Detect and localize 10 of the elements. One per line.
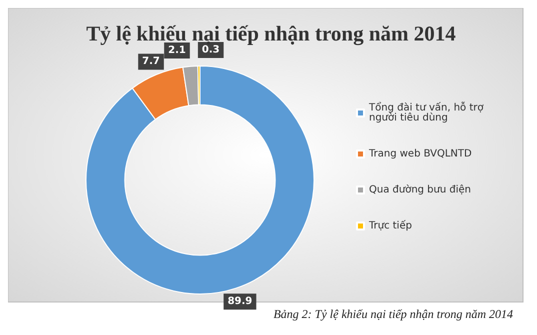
data-label: 89.9 (228, 296, 252, 308)
legend-label: Trang web BVQLNTD (368, 148, 472, 160)
data-label: 7.7 (142, 56, 160, 68)
data-label: 2.1 (168, 44, 186, 56)
legend-label: Qua đường bưu điện (369, 184, 472, 196)
text: Bảng 2: Tỷ lệ khiếu nại tiếp nhận trong năm 2014 (273, 307, 514, 321)
legend-label: Trực tiếp (368, 220, 412, 232)
legend-label: Tổng đài tư vấn, hỗ trợ người tiêu dùng (368, 102, 487, 124)
chart-title: Tỷ lệ khiếu nại tiếp nhận trong năm 2014 (86, 22, 456, 46)
data-label: 0.3 (202, 44, 220, 56)
